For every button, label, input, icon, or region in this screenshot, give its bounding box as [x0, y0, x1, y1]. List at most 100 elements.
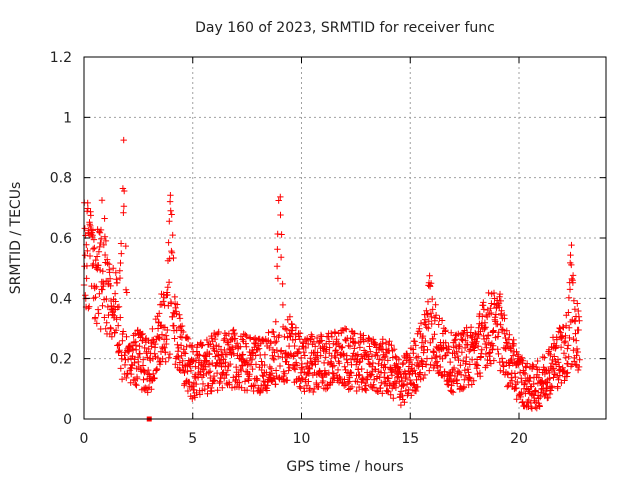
data-point	[379, 390, 386, 397]
data-point	[118, 376, 126, 383]
data-point	[164, 326, 171, 334]
data-point	[254, 375, 261, 383]
data-point	[537, 393, 544, 401]
data-point	[413, 376, 420, 384]
data-point	[495, 350, 502, 358]
data-point	[575, 307, 582, 315]
data-point	[428, 313, 435, 321]
data-point	[196, 391, 204, 398]
data-point	[116, 347, 123, 354]
data-point	[155, 334, 162, 341]
data-point	[177, 323, 184, 330]
data-point	[168, 249, 176, 256]
data-point	[85, 305, 92, 312]
data-point	[296, 330, 304, 337]
x-tick-label: 15	[401, 431, 419, 447]
data-point	[508, 377, 516, 384]
data-points	[80, 136, 583, 422]
data-point	[485, 331, 492, 339]
data-point	[408, 361, 416, 368]
data-point	[292, 331, 299, 338]
data-point	[563, 373, 571, 380]
chart-title: Day 160 of 2023, SRMTID for receiver fun…	[195, 20, 495, 36]
data-point	[425, 318, 432, 325]
data-point	[295, 345, 303, 353]
data-point	[334, 366, 342, 374]
data-point	[408, 392, 415, 399]
data-point	[139, 330, 146, 338]
data-point	[106, 275, 114, 282]
data-point	[107, 325, 115, 332]
data-point	[249, 365, 256, 373]
data-point	[474, 362, 481, 369]
data-point	[311, 385, 318, 393]
data-point	[564, 345, 571, 352]
data-point	[497, 367, 504, 374]
data-point	[515, 353, 522, 360]
data-point	[456, 343, 463, 350]
data-point	[212, 362, 219, 370]
data-point	[159, 345, 166, 352]
data-point	[322, 354, 329, 361]
data-point	[89, 227, 97, 234]
data-point	[546, 390, 554, 398]
data-point	[84, 205, 92, 212]
data-point	[422, 337, 429, 345]
data-point	[341, 363, 348, 370]
data-point	[171, 293, 178, 301]
data-point	[574, 300, 581, 307]
data-point	[184, 368, 191, 375]
data-point	[403, 381, 411, 388]
data-point	[483, 362, 491, 369]
data-point	[113, 276, 120, 283]
y-tick-label: 1.2	[50, 50, 72, 66]
data-point	[199, 341, 206, 349]
data-point	[145, 366, 152, 374]
data-point	[225, 330, 233, 337]
data-point	[565, 309, 572, 316]
data-point	[112, 298, 119, 305]
data-point	[110, 265, 117, 272]
data-point	[424, 346, 431, 353]
data-point	[464, 366, 472, 373]
data-point	[92, 314, 99, 321]
data-point	[121, 187, 128, 195]
y-tick-label: 1	[63, 110, 72, 126]
data-point	[461, 367, 468, 374]
data-point	[368, 353, 376, 360]
data-point	[305, 370, 313, 377]
data-point	[423, 324, 430, 331]
data-point	[86, 303, 93, 310]
data-point	[346, 374, 353, 381]
data-point	[556, 324, 563, 332]
data-point	[488, 309, 495, 317]
data-point	[84, 247, 91, 255]
data-point	[480, 299, 487, 306]
data-point	[356, 359, 363, 366]
data-point	[448, 388, 455, 395]
data-point	[553, 342, 560, 349]
data-point	[389, 347, 396, 354]
data-point	[271, 339, 279, 346]
data-point	[227, 360, 234, 368]
data-point	[497, 297, 504, 305]
data-point	[156, 361, 164, 368]
data-point	[95, 248, 103, 255]
data-point	[494, 320, 501, 328]
data-point	[290, 351, 297, 359]
data-point	[566, 324, 573, 331]
data-point	[310, 388, 317, 396]
data-point	[496, 304, 503, 311]
data-point	[442, 327, 449, 334]
data-point	[572, 318, 579, 325]
data-point	[424, 310, 431, 318]
data-point	[527, 374, 534, 382]
data-point	[192, 363, 199, 370]
data-point	[547, 351, 554, 359]
data-point	[194, 351, 201, 358]
data-point	[556, 363, 563, 370]
data-point	[104, 260, 111, 267]
data-point	[341, 376, 348, 383]
data-point	[485, 289, 492, 297]
data-point	[166, 350, 174, 358]
